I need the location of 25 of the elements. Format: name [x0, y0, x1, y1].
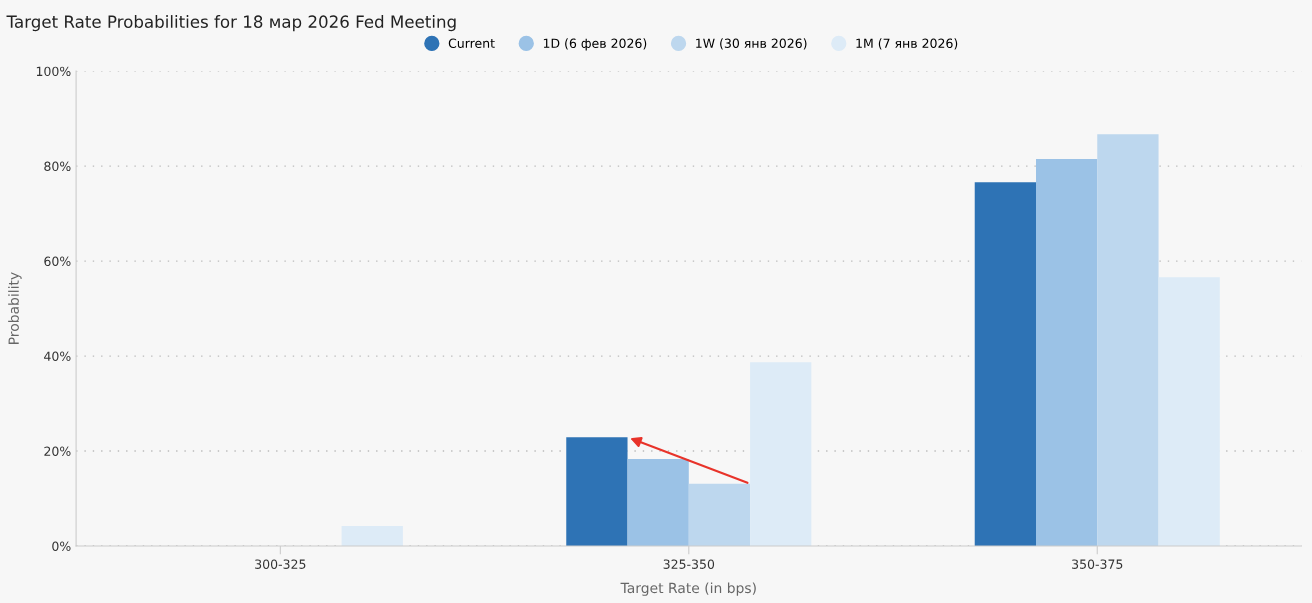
y-tick-label: 100% [36, 66, 71, 77]
chart-title: Target Rate Probabilities for 18 мар 2026 Fed Meeting [6, 15, 456, 32]
legend-label: 1W (30 янв 2026) [696, 38, 807, 50]
bar [566, 437, 628, 547]
x-tick-label: 300-325 [255, 559, 306, 569]
legend-label: 1D (6 фев 2026) [543, 38, 647, 51]
y-tick-label: 60% [44, 256, 71, 267]
y-axis-title: Probability [8, 272, 22, 344]
y-tick-label: 0% [52, 541, 71, 551]
bar [1097, 134, 1159, 547]
y-tick-label: 40% [44, 351, 71, 361]
bar [341, 526, 403, 547]
x-axis-title: Target Rate (in bps) [620, 582, 756, 596]
bar [974, 182, 1036, 547]
y-tick-label: 80% [44, 161, 71, 172]
y-tick-label: 20% [44, 446, 71, 456]
bar [750, 362, 812, 547]
legend-label: 1M (7 янв 2026) [856, 38, 958, 50]
bar [1158, 277, 1220, 547]
x-tick-label: 350-375 [1072, 559, 1123, 569]
bar [1036, 159, 1098, 547]
bar [688, 483, 751, 547]
bar [627, 459, 689, 547]
legend-label: Current [448, 38, 495, 48]
x-tick-label: 325-350 [663, 559, 715, 569]
